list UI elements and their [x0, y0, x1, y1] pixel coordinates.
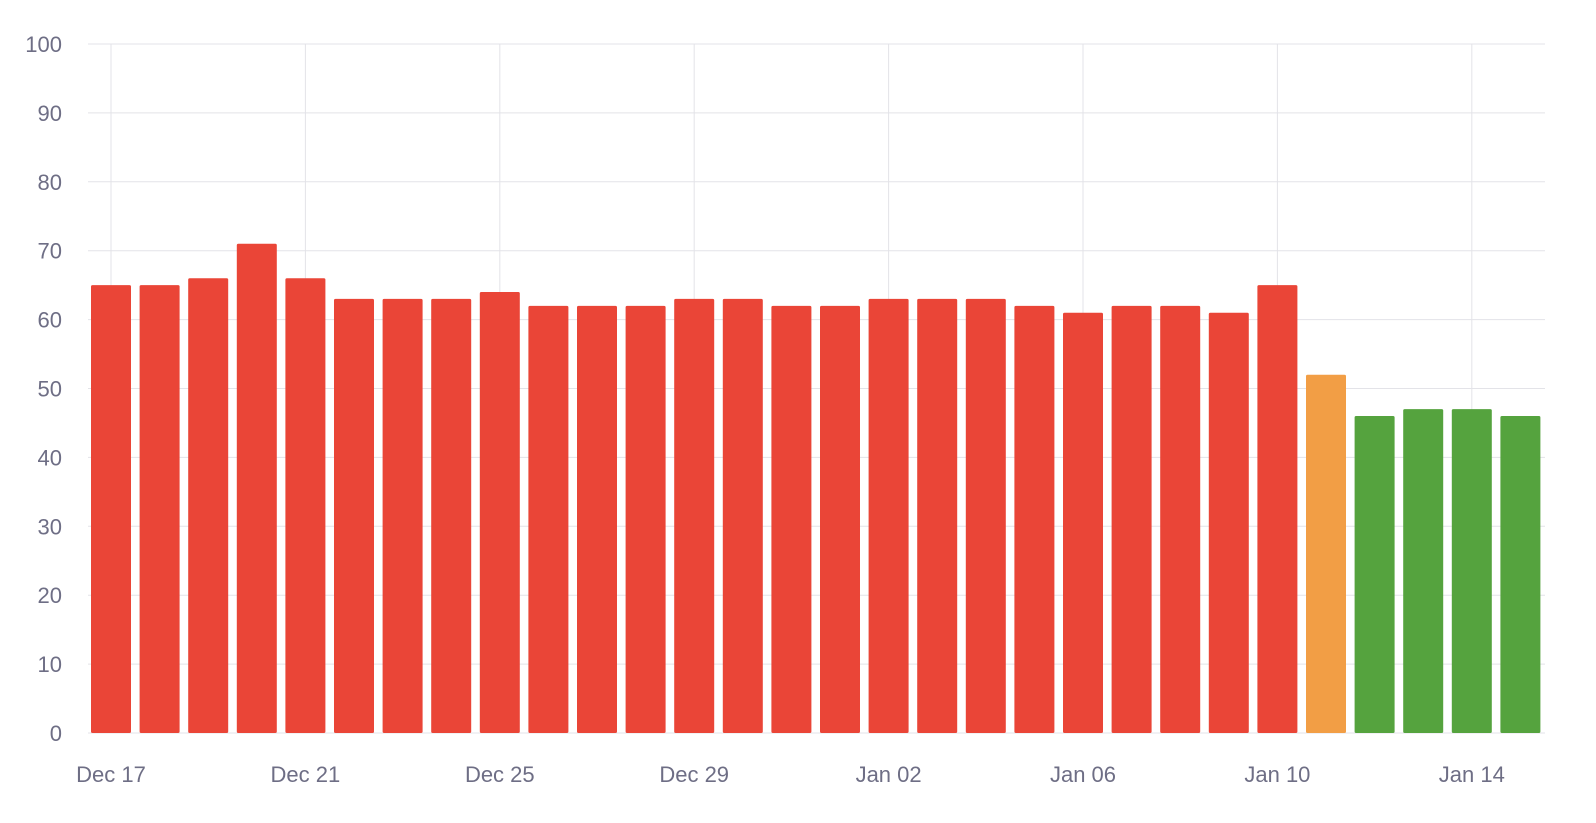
y-tick-label: 90 — [38, 101, 62, 126]
bar-jan-08 — [1160, 305, 1201, 733]
y-tick-label: 70 — [38, 239, 62, 264]
bar-jan-07 — [1111, 305, 1152, 733]
bar-jan-03 — [917, 298, 958, 733]
y-tick-label: 30 — [38, 514, 62, 539]
bar-jan-13 — [1403, 409, 1444, 733]
x-tick-label: Dec 29 — [659, 762, 729, 787]
bar-jan-01 — [820, 305, 860, 733]
bar-jan-10 — [1257, 285, 1298, 733]
bar-jan-04 — [965, 298, 1006, 733]
y-tick-label: 50 — [38, 377, 62, 402]
bar-dec-26 — [528, 305, 569, 733]
bar-dec-22 — [334, 298, 374, 733]
bar-dec-17 — [91, 285, 131, 733]
bar-dec-28 — [625, 305, 666, 733]
bar-dec-27 — [577, 305, 617, 733]
y-tick-label: 20 — [38, 583, 62, 608]
bar-dec-19 — [188, 278, 229, 733]
bars — [91, 243, 1541, 733]
bar-jan-15 — [1500, 416, 1541, 733]
bar-dec-31 — [771, 305, 812, 733]
bar-jan-11 — [1306, 374, 1346, 733]
bar-jan-02 — [868, 298, 909, 733]
bar-jan-06 — [1063, 312, 1103, 733]
x-tick-label: Jan 02 — [856, 762, 922, 787]
y-tick-label: 40 — [38, 445, 62, 470]
bar-dec-18 — [139, 285, 180, 733]
x-tick-label: Jan 14 — [1439, 762, 1505, 787]
x-tick-label: Jan 06 — [1050, 762, 1116, 787]
bar-dec-30 — [722, 298, 763, 733]
bar-dec-21 — [285, 278, 326, 733]
bar-jan-09 — [1208, 312, 1249, 733]
y-tick-label: 0 — [50, 721, 62, 746]
x-tick-label: Dec 17 — [76, 762, 146, 787]
x-tick-label: Dec 25 — [465, 762, 535, 787]
x-tick-label: Dec 21 — [271, 762, 341, 787]
y-tick-label: 10 — [38, 652, 62, 677]
bar-dec-23 — [382, 298, 423, 733]
y-tick-label: 60 — [38, 308, 62, 333]
x-axis-ticks: Dec 17 Dec 21 Dec 25 Dec 29 Jan 02 Jan 06 Jan … — [76, 762, 1505, 787]
bar-dec-20 — [236, 243, 277, 733]
bar-jan-12 — [1354, 416, 1395, 733]
bar-jan-14 — [1451, 409, 1492, 733]
bar-jan-05 — [1014, 305, 1055, 733]
x-tick-label: Jan 10 — [1244, 762, 1310, 787]
y-axis-ticks: 0 10 20 30 40 50 60 70 80 90 100 — [25, 32, 62, 746]
bar-dec-25 — [479, 292, 520, 733]
bar-dec-29 — [674, 298, 715, 733]
bar-dec-24 — [431, 298, 472, 733]
y-tick-label: 100 — [25, 32, 62, 57]
y-tick-label: 80 — [38, 170, 62, 195]
